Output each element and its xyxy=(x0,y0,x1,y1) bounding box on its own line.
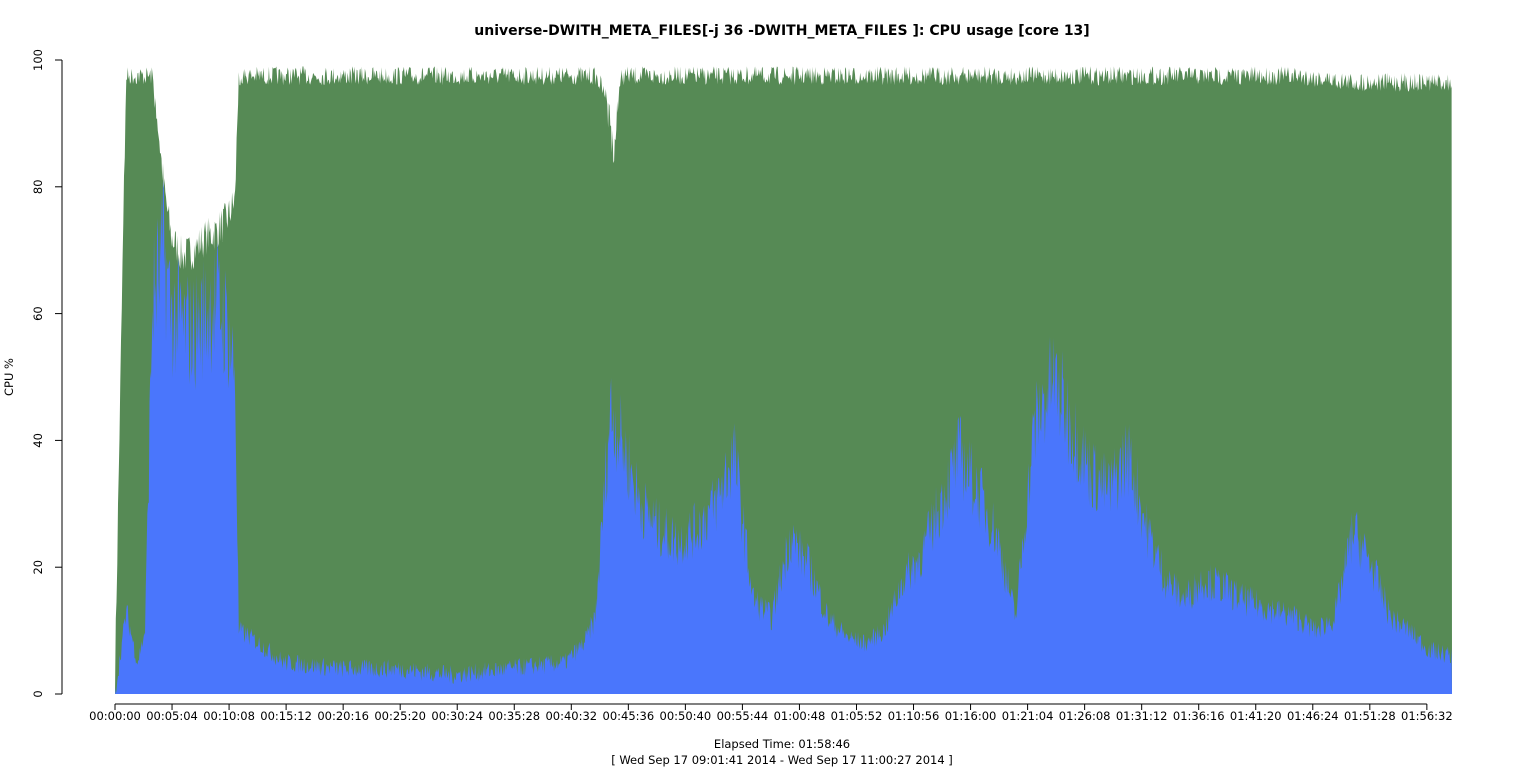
x-tick-label: 00:35:28 xyxy=(488,709,540,723)
series-area-user xyxy=(115,180,1452,694)
y-tick-label: 100 xyxy=(31,49,45,71)
plot-area xyxy=(115,66,1452,695)
x-tick-label: 00:00:00 xyxy=(89,709,141,723)
x-tick-label: 01:10:56 xyxy=(888,709,940,723)
x-tick-label: 01:46:24 xyxy=(1287,709,1339,723)
chart-subtitle: [ Wed Sep 17 09:01:41 2014 - Wed Sep 17 … xyxy=(611,753,953,767)
chart-title: universe-DWITH_META_FILES[-j 36 -DWITH_M… xyxy=(474,23,1089,39)
x-tick-label: 01:26:08 xyxy=(1059,709,1111,723)
x-tick-label: 00:20:16 xyxy=(317,709,369,723)
y-tick-label: 80 xyxy=(31,179,45,194)
x-tick-label: 00:45:36 xyxy=(603,709,655,723)
y-tick-label: 40 xyxy=(31,433,45,448)
x-tick-label: 00:25:20 xyxy=(374,709,426,723)
y-axis: 0 20 40 60 80 100 xyxy=(31,49,63,698)
x-tick-label: 00:05:04 xyxy=(146,709,198,723)
x-tick-label: 00:15:12 xyxy=(260,709,312,723)
y-tick-label: 0 xyxy=(31,690,45,697)
x-tick-label: 00:40:32 xyxy=(545,709,597,723)
x-tick-label: 01:21:04 xyxy=(1002,709,1054,723)
y-tick-label: 60 xyxy=(31,306,45,321)
x-tick-label: 00:10:08 xyxy=(203,709,255,723)
x-tick-label: 00:30:24 xyxy=(431,709,483,723)
x-tick-label: 01:00:48 xyxy=(774,709,826,723)
x-tick-label: 01:41:20 xyxy=(1230,709,1282,723)
x-tick-label: 01:36:16 xyxy=(1173,709,1225,723)
y-tick-label: 20 xyxy=(31,560,45,575)
y-axis-label: CPU % xyxy=(2,358,16,396)
x-tick-label: 01:51:28 xyxy=(1344,709,1396,723)
x-tick-label: 01:16:00 xyxy=(945,709,997,723)
x-axis: 00:00:00 00:05:04 00:10:08 00:15:12 00:20:16… xyxy=(89,703,1453,723)
x-tick-label: 01:05:52 xyxy=(831,709,883,723)
x-tick-label: 01:56:32 xyxy=(1401,709,1453,723)
x-tick-label: 00:50:40 xyxy=(660,709,712,723)
x-axis-label: Elapsed Time: 01:58:46 xyxy=(714,737,850,751)
x-tick-label: 00:55:44 xyxy=(717,709,769,723)
x-tick-label: 01:31:12 xyxy=(1116,709,1168,723)
